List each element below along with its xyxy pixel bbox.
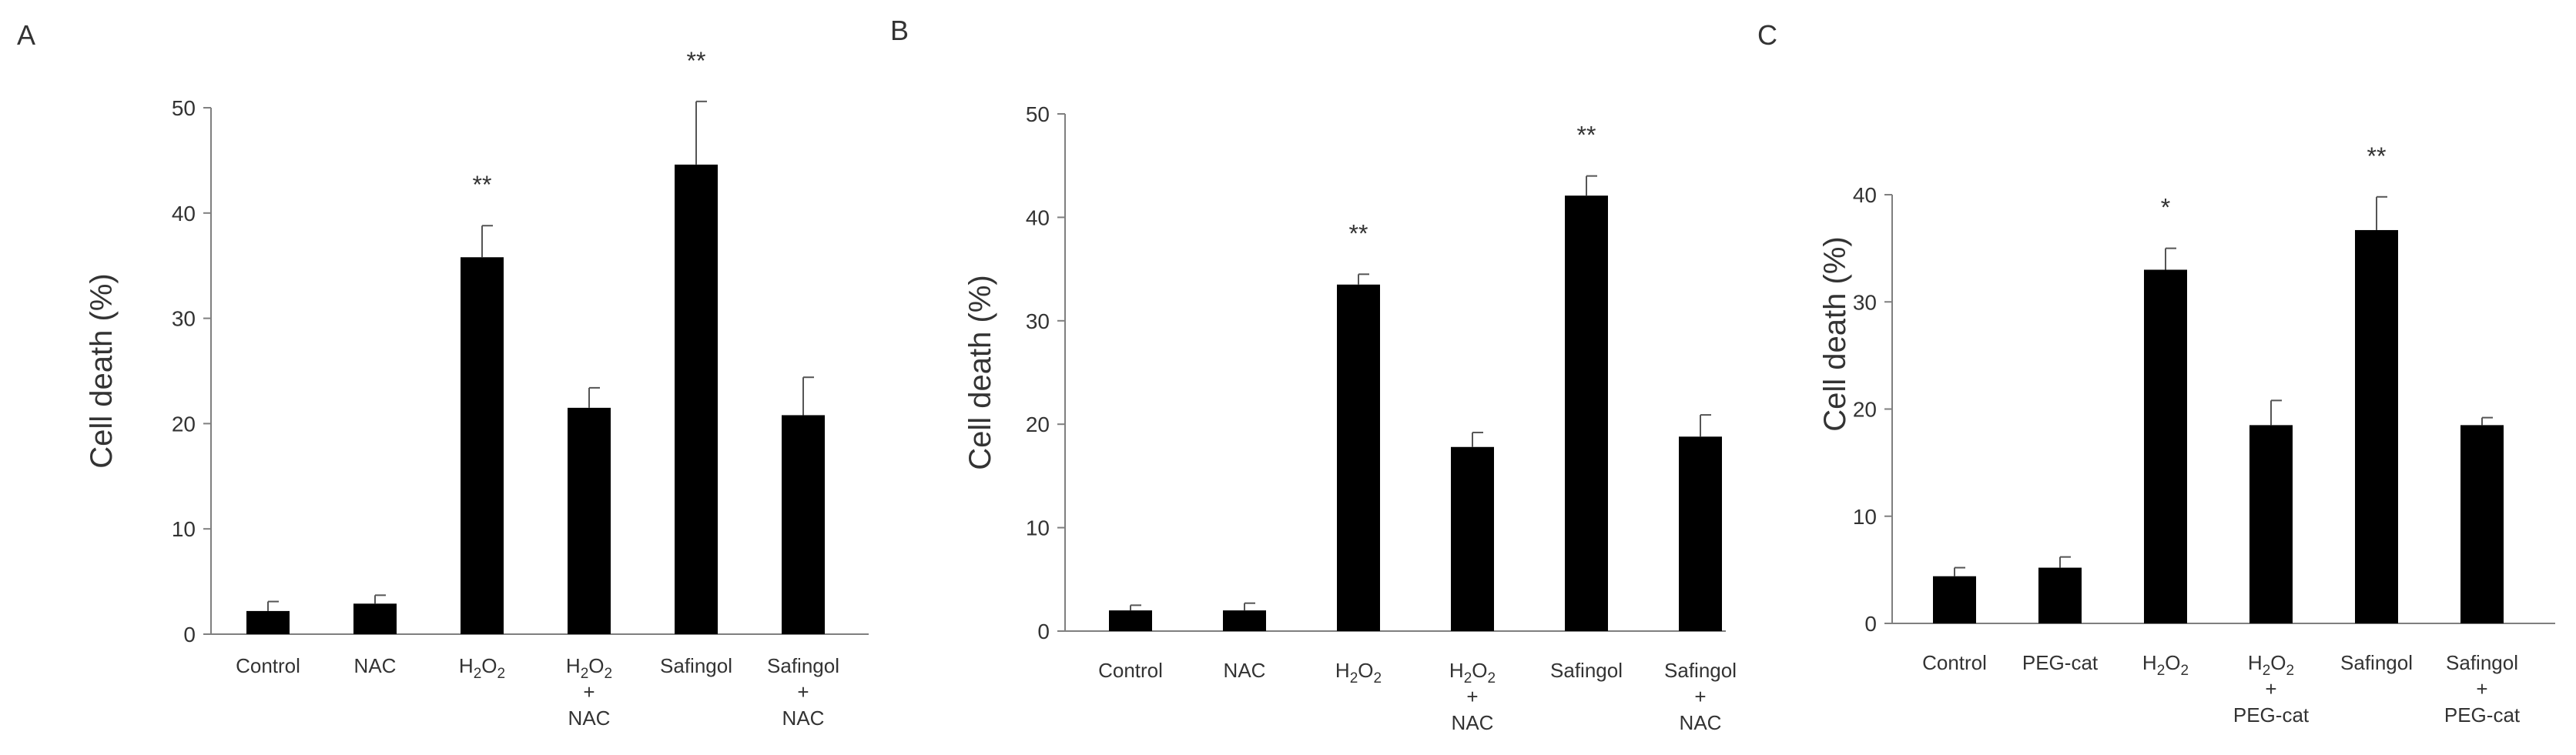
- chart-panel-c: C 0 10 20 30 40 Cell death (%) Control PEG-cat * H…: [1757, 19, 2555, 727]
- bar: [1679, 436, 1722, 631]
- category-label-line: +: [2265, 677, 2276, 700]
- category-label: H2O2: [2248, 651, 2294, 679]
- category-label-line: NAC: [1452, 711, 1494, 734]
- category-label-line: +: [797, 680, 809, 703]
- bar: [2249, 425, 2293, 623]
- bar: [1337, 284, 1380, 631]
- category-label-line: NAC: [782, 707, 825, 730]
- bar: [1109, 610, 1152, 631]
- y-tick-label: 30: [1853, 290, 1877, 314]
- y-tick-label: 30: [172, 307, 196, 331]
- significance-marker: **: [2367, 142, 2387, 170]
- y-tick-label: 30: [1026, 309, 1050, 333]
- category-label: Safingol: [767, 654, 839, 677]
- bar: [2144, 269, 2187, 623]
- category-label: Safingol: [660, 654, 732, 677]
- bar: [2355, 229, 2398, 623]
- bar: [246, 610, 290, 634]
- significance-marker: **: [1349, 219, 1368, 247]
- category-label: NAC: [1224, 659, 1266, 682]
- category-label-line: PEG-cat: [2444, 703, 2521, 727]
- y-tick-label: 20: [1026, 413, 1050, 436]
- y-tick-label: 0: [1037, 620, 1050, 643]
- y-tick-label: 50: [172, 96, 196, 120]
- bar: [1451, 446, 1494, 631]
- y-tick-label: 20: [1853, 398, 1877, 422]
- category-label: H2O2: [566, 654, 612, 682]
- bar: [1565, 195, 1608, 631]
- panel-label: A: [17, 19, 35, 51]
- category-label: H2O2: [1335, 659, 1382, 687]
- bar: [1933, 576, 1976, 623]
- category-label-line: +: [2476, 677, 2487, 700]
- y-tick-label: 10: [1026, 516, 1050, 540]
- y-axis-title: Cell death (%): [85, 273, 119, 468]
- category-label: H2O2: [1449, 659, 1496, 687]
- category-label: Control: [1098, 659, 1163, 682]
- category-label: NAC: [354, 654, 397, 677]
- category-label-line: PEG-cat: [2233, 703, 2310, 727]
- y-tick-label: 10: [1853, 505, 1877, 529]
- bar: [2460, 425, 2504, 623]
- bar: [2038, 567, 2082, 623]
- y-tick-label: 20: [172, 412, 196, 436]
- panel-label: C: [1757, 19, 1777, 51]
- category-label: Control: [236, 654, 300, 677]
- category-label: Safingol: [2446, 651, 2518, 674]
- y-axis-title: Cell death (%): [1818, 236, 1852, 431]
- y-tick-label: 40: [1853, 183, 1877, 207]
- y-tick-label: 0: [1864, 612, 1877, 636]
- category-label: H2O2: [2142, 651, 2189, 679]
- category-label: Safingol: [1664, 659, 1737, 682]
- significance-marker: **: [473, 171, 492, 199]
- category-label: Safingol: [1550, 659, 1623, 682]
- bar: [568, 407, 611, 634]
- bar: [675, 164, 718, 634]
- y-tick-label: 50: [1026, 102, 1050, 126]
- y-tick-label: 0: [183, 623, 196, 646]
- y-tick-label: 10: [172, 517, 196, 541]
- category-label-line: +: [583, 680, 595, 703]
- bar: [461, 257, 504, 634]
- significance-marker: **: [1577, 122, 1596, 149]
- y-axis-title: Cell death (%): [963, 275, 997, 469]
- category-label: PEG-cat: [2022, 651, 2099, 674]
- category-label-line: NAC: [568, 707, 611, 730]
- category-label: Control: [1922, 651, 1987, 674]
- panel-label: B: [890, 15, 909, 46]
- y-tick-label: 40: [1026, 205, 1050, 229]
- category-label: H2O2: [459, 654, 505, 682]
- significance-marker: *: [2161, 194, 2170, 222]
- chart-panel-a: A 0 10 20 30 40 50 Cell death (%) Control NAC ** H2…: [17, 19, 869, 730]
- category-label: Safingol: [2340, 651, 2413, 674]
- category-label-line: +: [1466, 685, 1478, 708]
- bar: [1223, 610, 1266, 631]
- bar: [782, 415, 825, 634]
- category-label-line: NAC: [1680, 711, 1722, 734]
- chart-panel-b: B 0 10 20 30 40 50 Cell death (%) Control NAC ** H2…: [890, 15, 1737, 734]
- significance-marker: **: [687, 47, 706, 75]
- category-label-line: +: [1694, 685, 1706, 708]
- y-tick-label: 40: [172, 202, 196, 225]
- bar: [353, 603, 397, 634]
